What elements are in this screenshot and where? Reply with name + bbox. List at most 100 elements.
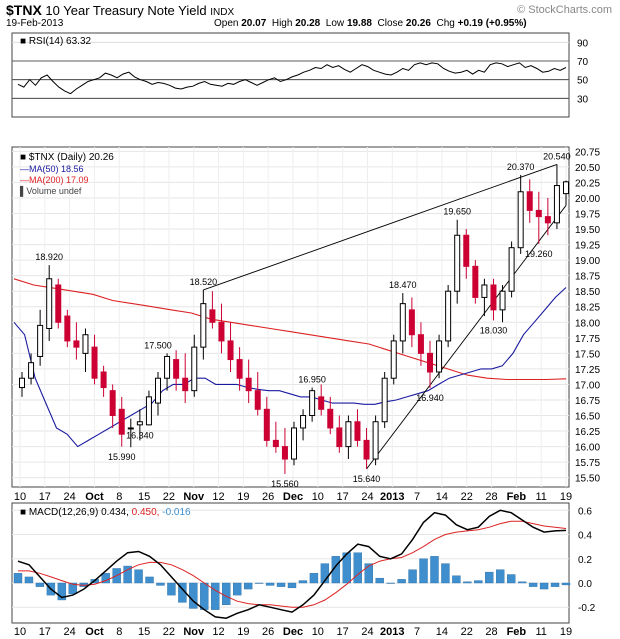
candle-body [164, 355, 171, 379]
macd-x-label: 15 [138, 626, 150, 638]
macd-x-label: 17 [39, 626, 51, 638]
price-tick-label: 20.50 [575, 163, 600, 174]
macd-histogram-bar [156, 582, 165, 586]
candle-body [28, 362, 35, 379]
candle-body [481, 284, 488, 298]
candle-body [218, 321, 225, 342]
open-label: Open [214, 18, 239, 29]
candle-body [263, 408, 270, 441]
price-x-label: 17 [337, 491, 349, 503]
macd-x-label: 26 [262, 626, 274, 638]
candle-body [372, 421, 379, 460]
macd-histogram-bar [101, 573, 110, 584]
macd-histogram-bar [430, 556, 439, 584]
candle-body [399, 303, 406, 342]
candle-body [309, 390, 316, 417]
price-x-label: 10 [14, 491, 26, 503]
candle-body [300, 415, 307, 429]
macd-tick-label: 0.4 [578, 531, 592, 542]
price-x-label: Feb [507, 491, 527, 503]
macd-histogram-bar [254, 582, 264, 584]
price-x-label: 8 [116, 491, 122, 503]
macd-histogram-bar [386, 582, 395, 584]
price-annotation: 15.990 [108, 452, 136, 462]
price-x-label: Nov [183, 491, 205, 503]
change-value: +0.19 (+0.95%) [457, 18, 527, 29]
price-x-label: Oct [85, 491, 104, 503]
candle-body [155, 377, 161, 404]
macd-x-label: 19 [237, 626, 249, 638]
low-value: 19.88 [346, 18, 372, 29]
candle-body [445, 290, 452, 342]
candle-body [417, 334, 424, 354]
price-tick-label: 16.00 [575, 443, 600, 454]
candle-body [136, 421, 143, 426]
exchange: INDX [210, 7, 235, 18]
close-value: 20.26 [405, 18, 431, 29]
price-x-label: 15 [138, 491, 150, 503]
rsi-tick-label: 50 [577, 76, 589, 87]
macd-legend: ■ MACD(12,26,9) 0.434, 0.450, -0.016 [20, 507, 191, 518]
price-annotation: 18.470 [389, 280, 417, 290]
macd-histogram-bar [517, 581, 527, 584]
rsi-tick-label: 90 [577, 38, 589, 49]
price-tick-label: 20.25 [575, 178, 600, 189]
candle-body [490, 284, 497, 311]
macd-histogram-bar [265, 582, 275, 586]
price-annotation: 17.500 [144, 340, 172, 350]
chart-date: 19-Feb-2013 [6, 18, 64, 29]
macd-x-label: Feb [507, 626, 527, 638]
price-annotation: 15.640 [353, 474, 381, 484]
macd-x-label: Oct [85, 626, 104, 638]
macd-histogram-bar [298, 580, 308, 584]
price-legend-title: ■ $TNX (Daily) 20.26 [20, 152, 114, 163]
candle-body [553, 185, 560, 224]
candle-body [318, 396, 325, 410]
macd-histogram-bar [452, 575, 461, 584]
candle-body [46, 278, 53, 329]
macd-histogram-bar [222, 582, 231, 606]
chart-title: $TNX 10 Year Treasury Note Yield INDX [6, 2, 234, 18]
macd-histogram-bar [232, 582, 242, 596]
candle-body [173, 359, 180, 379]
macd-x-label: 8 [116, 626, 122, 638]
price-x-label: 26 [262, 491, 274, 503]
macd-histogram-bar [485, 571, 494, 584]
candle-body [182, 377, 189, 392]
candle-body [109, 390, 116, 417]
candle-body [499, 290, 506, 311]
candle-body [64, 315, 71, 342]
macd-histogram-bar [397, 579, 406, 584]
macd-histogram-bar [496, 569, 505, 584]
rsi-panel [11, 32, 570, 118]
candle-body [191, 346, 198, 392]
price-x-label: 24 [361, 491, 373, 503]
candle-body [127, 427, 134, 430]
macd-panel [11, 502, 570, 624]
candle-body [381, 377, 388, 423]
price-tick-label: 18.00 [575, 318, 600, 329]
candle-body [281, 446, 288, 460]
price-tick-label: 20.00 [575, 194, 600, 205]
candle-body [100, 371, 107, 389]
macd-x-label: 10 [14, 626, 26, 638]
ma200-line [13, 278, 567, 381]
price-tick-label: 18.25 [575, 303, 600, 314]
candle-body [336, 427, 343, 448]
candle-body [427, 352, 433, 373]
macd-x-label: 2013 [380, 626, 404, 638]
macd-line [17, 509, 567, 619]
candle-body [91, 346, 98, 379]
candle-body [508, 247, 515, 292]
candle-body [118, 408, 125, 435]
price-x-label: 17 [39, 491, 51, 503]
ma50-line [13, 287, 567, 448]
macd-histogram-bar [528, 582, 538, 587]
macd-x-label: 14 [436, 626, 448, 638]
macd-x-label: 17 [337, 626, 349, 638]
price-annotation: 20.540 [543, 151, 571, 161]
macd-x-label: 7 [414, 626, 420, 638]
candle-body [254, 390, 261, 410]
